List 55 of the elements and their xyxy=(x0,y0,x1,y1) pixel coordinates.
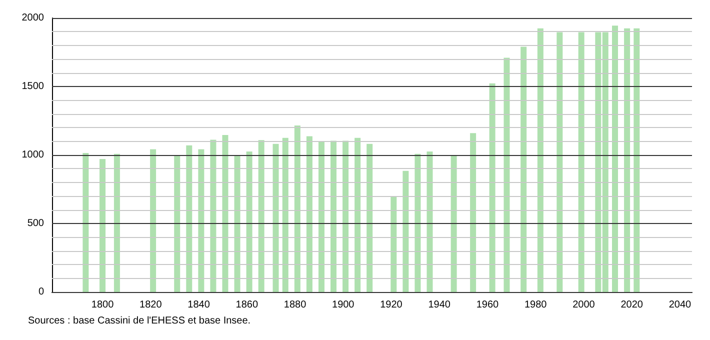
x-tick-label: 1960 xyxy=(476,300,500,310)
bar xyxy=(402,170,409,292)
y-tick-label: 1000 xyxy=(22,150,44,160)
x-tick-label: 1920 xyxy=(380,300,403,310)
bar xyxy=(414,154,421,292)
bar xyxy=(198,149,204,292)
bar xyxy=(470,133,476,292)
bar xyxy=(537,28,544,292)
x-tick-label: 1820 xyxy=(140,300,162,310)
source-note: Sources : base Cassini de l'EHESS et base Insee. xyxy=(28,316,251,326)
x-tick-label: 2020 xyxy=(620,300,644,310)
bar xyxy=(246,151,252,292)
x-tick-label: 1900 xyxy=(332,300,355,310)
bar xyxy=(234,155,240,292)
x-tick-label: 1860 xyxy=(236,300,258,310)
bar xyxy=(318,142,324,292)
bar xyxy=(426,151,433,292)
bar xyxy=(354,138,361,292)
bar xyxy=(294,126,300,292)
bar xyxy=(390,197,397,292)
bar xyxy=(258,140,264,292)
bar xyxy=(114,154,120,292)
bar xyxy=(634,28,640,292)
bar xyxy=(282,138,288,292)
bar xyxy=(330,140,337,292)
bar xyxy=(578,32,584,292)
bar xyxy=(222,135,228,292)
x-tick-label: 2000 xyxy=(572,300,596,310)
y-tick-label: 500 xyxy=(27,218,44,229)
x-tick-label: 2040 xyxy=(668,300,692,310)
bar xyxy=(556,32,563,292)
bar xyxy=(366,144,373,292)
bar xyxy=(210,140,216,292)
x-tick-label: 1840 xyxy=(188,300,210,310)
bar xyxy=(450,155,457,292)
x-tick-label: 1980 xyxy=(524,300,548,310)
x-tick-label: 1880 xyxy=(284,300,307,310)
bar xyxy=(342,140,349,292)
bar xyxy=(612,26,618,292)
bar xyxy=(624,28,630,292)
bar xyxy=(174,155,180,292)
bar xyxy=(272,144,279,292)
x-tick-label: 1800 xyxy=(91,300,114,310)
bar xyxy=(520,46,527,292)
bar xyxy=(489,83,496,292)
y-tick-label: 1500 xyxy=(22,81,44,92)
y-tick-label: 0 xyxy=(38,286,44,298)
x-tick-label: 1940 xyxy=(428,300,451,310)
bar xyxy=(504,58,510,292)
y-tick-label: 2000 xyxy=(22,12,44,24)
bar xyxy=(306,136,312,292)
bar xyxy=(150,149,156,292)
bar xyxy=(82,152,89,292)
bar xyxy=(100,158,106,292)
bar xyxy=(186,145,192,292)
